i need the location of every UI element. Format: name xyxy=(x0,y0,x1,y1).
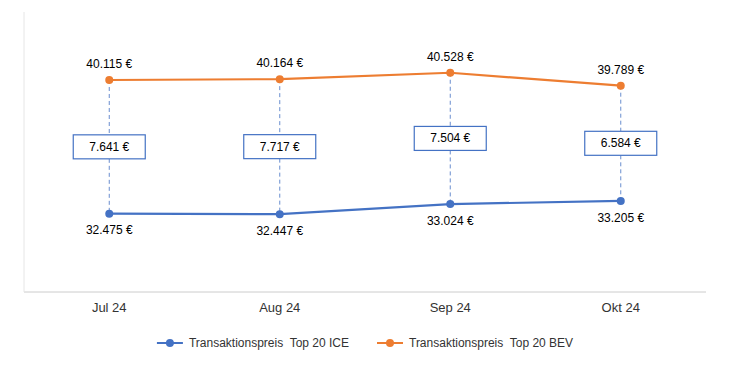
difference-box xyxy=(585,131,657,155)
connector xyxy=(620,86,621,132)
series-point xyxy=(105,76,113,84)
connector xyxy=(279,159,280,215)
legend-label: Transaktionspreis Top 20 BEV xyxy=(409,336,573,350)
connector xyxy=(109,80,110,135)
plot-area xyxy=(105,69,625,218)
series-point xyxy=(446,200,454,208)
data-label: 33.024 € xyxy=(427,214,474,228)
data-label: 39.789 € xyxy=(597,63,644,77)
difference-box xyxy=(73,135,145,159)
connector xyxy=(279,79,280,135)
legend: Transaktionspreis Top 20 ICE Transaktions… xyxy=(157,336,573,350)
difference-box xyxy=(414,126,486,150)
legend-item: Transaktionspreis Top 20 ICE xyxy=(157,336,349,350)
data-label: 32.475 € xyxy=(86,223,133,237)
difference-label: 7.717 € xyxy=(260,140,300,154)
x-tick-label: Jul 24 xyxy=(92,300,127,315)
difference-label: 7.641 € xyxy=(89,140,129,154)
data-label: 32.447 € xyxy=(256,224,303,238)
legend-marker xyxy=(386,339,394,347)
x-tick-label: Sep 24 xyxy=(430,300,471,315)
data-label: 40.528 € xyxy=(427,50,474,64)
x-axis-line xyxy=(24,292,706,293)
difference-label: 7.504 € xyxy=(430,131,470,145)
series-point xyxy=(276,75,284,83)
series-point xyxy=(276,210,284,218)
series-point xyxy=(446,69,454,77)
y-range-line xyxy=(24,12,25,292)
series-point xyxy=(617,197,625,205)
chart: Jul 24Aug 24Sep 24Okt 247.641 €7.717 €7.… xyxy=(0,0,730,365)
data-label: 33.205 € xyxy=(597,211,644,225)
series-point xyxy=(617,82,625,90)
legend-label: Transaktionspreis Top 20 ICE xyxy=(189,336,349,350)
difference-box xyxy=(244,135,316,159)
difference-label: 6.584 € xyxy=(601,136,641,150)
legend-item: Transaktionspreis Top 20 BEV xyxy=(377,336,573,350)
connector xyxy=(620,155,621,201)
x-tick-label: Okt 24 xyxy=(602,300,640,315)
connector xyxy=(109,159,110,214)
connector xyxy=(450,150,451,204)
labels: 7.641 € 7.717 € 7.504 € 6.584 € 32.475 € 32.4… xyxy=(73,50,657,238)
series-point xyxy=(105,210,113,218)
data-label: 40.164 € xyxy=(256,56,303,70)
series-line xyxy=(109,73,621,86)
connector xyxy=(450,73,451,127)
x-tick-label: Aug 24 xyxy=(259,300,300,315)
data-label: 40.115 € xyxy=(86,57,132,71)
series-line xyxy=(109,201,621,214)
legend-marker xyxy=(166,339,174,347)
